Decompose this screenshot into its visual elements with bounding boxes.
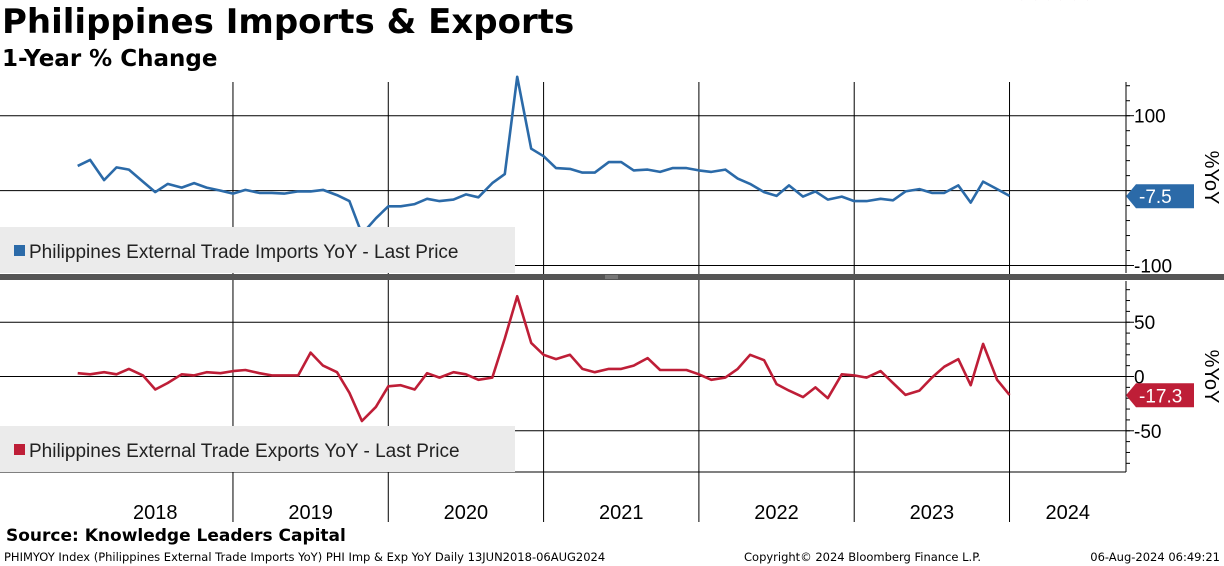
x-tick-label: 2022 — [754, 502, 799, 524]
legend-swatch — [14, 245, 25, 256]
legend-swatch — [14, 444, 25, 455]
source-note: Source: Knowledge Leaders Capital — [6, 526, 346, 546]
chart-title: Philippines Imports & Exports — [2, 2, 575, 42]
copyright-note: Copyright© 2024 Bloomberg Finance L.P. — [744, 550, 981, 564]
x-tick-label: 2020 — [444, 502, 489, 524]
x-tick-label: 2019 — [288, 502, 333, 524]
y-axis-title: %YoY — [1200, 151, 1222, 205]
last-value-label: -17.3 — [1139, 386, 1182, 407]
x-tick-label: 2018 — [133, 502, 178, 524]
panel-divider — [0, 274, 1224, 280]
x-tick-label: 2024 — [1046, 502, 1091, 524]
chart-subtitle: 1-Year % Change — [2, 46, 218, 72]
last-value-label: -7.5 — [1139, 187, 1172, 208]
legend-box — [0, 227, 515, 273]
index-info: PHIMYOY Index (Philippines External Trad… — [4, 550, 606, 564]
x-tick-label: 2021 — [599, 502, 644, 524]
y-tick-label: -100 — [1134, 257, 1172, 278]
x-tick-label: 2023 — [910, 502, 955, 524]
y-axis-title: %YoY — [1200, 350, 1222, 404]
y-tick-label: 50 — [1134, 313, 1155, 334]
last-value-callout — [1126, 383, 1194, 408]
last-value-callout — [1126, 184, 1194, 209]
legend-box — [0, 426, 515, 472]
y-tick-label: -50 — [1134, 422, 1161, 443]
timestamp: 06-Aug-2024 06:49:21 — [1090, 550, 1220, 564]
y-tick-label: 0 — [1134, 368, 1145, 389]
y-tick-label: 100 — [1134, 107, 1166, 128]
legend-label: Philippines External Trade Imports YoY -… — [29, 242, 459, 263]
legend-label: Philippines External Trade Exports YoY -… — [29, 441, 460, 462]
